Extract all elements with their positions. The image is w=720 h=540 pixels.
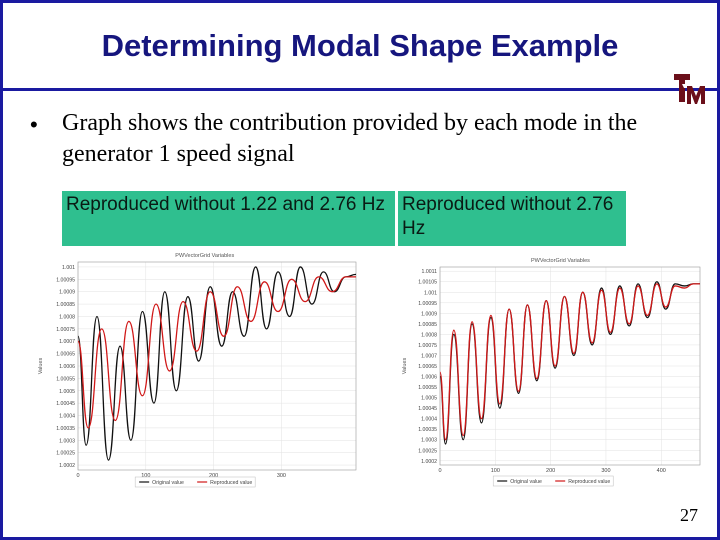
legend-label: Original value: [152, 480, 184, 486]
x-tick-label: 400: [657, 468, 666, 474]
y-tick-label: 1.00105: [418, 280, 437, 286]
title-divider: [3, 88, 717, 91]
y-axis-label: Values: [38, 358, 44, 375]
y-tick-label: 1.00085: [418, 322, 437, 328]
y-tick-label: 1.001: [62, 265, 75, 271]
slide-frame-left: [0, 0, 3, 540]
y-tick-label: 1.0007: [59, 339, 75, 345]
y-tick-label: 1.0006: [421, 375, 437, 381]
y-tick-label: 1.00095: [418, 301, 437, 307]
chart-legend: [492, 475, 614, 487]
y-tick-label: 1.00085: [56, 302, 75, 308]
y-tick-label: 1.0009: [59, 290, 75, 296]
slide-frame-bottom: [0, 537, 720, 540]
y-tick-label: 1.0005: [421, 396, 437, 402]
slide-frame-right: [717, 0, 720, 540]
x-tick-label: 100: [141, 473, 150, 479]
chart-legend: [134, 476, 256, 488]
label-left: Reproduced without 1.22 and 2.76 Hz: [62, 191, 395, 246]
y-tick-label: 1.0011: [422, 269, 438, 275]
y-tick-label: 1.0002: [59, 463, 75, 469]
y-tick-label: 1.00095: [56, 277, 75, 283]
legend-label: Reproduced value: [210, 480, 252, 486]
chart-background: [398, 253, 706, 491]
chart-right: PWVectorGrid VariablesValues1.00111.0010…: [398, 253, 706, 491]
label-right: Reproduced without 2.76 Hz: [398, 191, 626, 246]
x-tick-label: 200: [209, 473, 218, 479]
bullet-marker: •: [30, 112, 38, 137]
chart-left: PWVectorGrid Variables Values 1.001 1.00095…: [34, 248, 362, 492]
x-tick-label: 300: [601, 468, 610, 474]
y-tick-label: 1.0003: [421, 438, 437, 444]
y-tick-label: 1.0006: [59, 364, 75, 370]
plot-area-border: [77, 261, 357, 471]
y-tick-label: 1.00025: [56, 451, 75, 457]
chart-background: [34, 248, 362, 492]
y-tick-label: 1.0004: [59, 414, 75, 420]
bullet-text: Graph shows the contribution provided by…: [62, 110, 638, 167]
y-tick-label: 1.0004: [421, 417, 437, 423]
x-tick-label: 0: [76, 473, 79, 479]
y-tick-label: 1.00065: [418, 364, 437, 370]
y-tick-label: 1.00075: [56, 327, 75, 333]
slide-frame-top: [0, 0, 720, 3]
y-tick-label: 1.00035: [56, 426, 75, 432]
y-tick-label: 1.0005: [59, 389, 75, 395]
x-tick-label: 300: [277, 473, 286, 479]
y-tick-label: 1.00055: [56, 376, 75, 382]
y-tick-label: 1.0008: [421, 332, 437, 338]
page-number: 27: [680, 505, 698, 525]
y-tick-label: 1.00065: [56, 352, 75, 358]
chart-title: PWVectorGrid Variables: [175, 253, 234, 259]
series-line-original: [77, 266, 357, 461]
slide-title: Determining Modal Shape Example: [101, 28, 619, 63]
x-tick-label: 0: [438, 468, 441, 474]
legend-label: Reproduced value: [568, 479, 610, 485]
x-tick-label: 100: [491, 468, 500, 474]
y-axis-label: Values: [402, 358, 408, 375]
y-tick-label: 1.0007: [421, 353, 437, 359]
y-tick-label: 1.0002: [421, 459, 437, 465]
tamu-logo-icon: [674, 74, 705, 104]
y-tick-label: 1.00075: [418, 343, 437, 349]
legend-label: Original value: [510, 479, 542, 485]
y-tick-label: 1.00025: [418, 448, 437, 454]
chart-title: PWVectorGrid Variables: [531, 258, 590, 264]
y-tick-label: 1.00035: [418, 427, 437, 433]
y-tick-label: 1.00055: [418, 385, 437, 391]
y-tick-label: 1.001: [424, 290, 437, 296]
series-line-reproduced: [439, 283, 700, 441]
x-tick-label: 200: [546, 468, 555, 474]
y-tick-label: 1.00045: [56, 401, 75, 407]
plot-area-border: [439, 266, 701, 466]
series-line-reproduced: [77, 276, 356, 429]
y-tick-label: 1.00045: [418, 406, 437, 412]
y-tick-label: 1.0003: [59, 438, 75, 444]
y-tick-label: 1.0009: [421, 311, 437, 317]
y-tick-label: 1.0008: [59, 314, 75, 320]
